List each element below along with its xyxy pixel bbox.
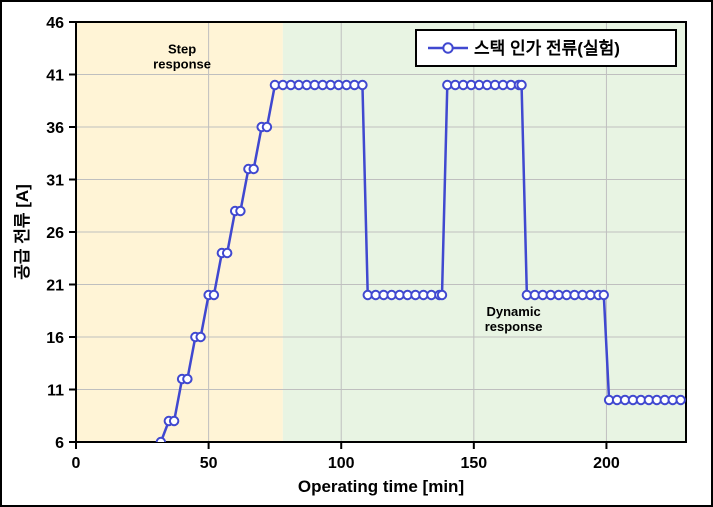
x-tick-label: 100: [328, 455, 355, 472]
y-tick-label: 16: [46, 330, 64, 347]
y-axis-label: 공급 전류 [A]: [13, 184, 32, 280]
y-tick-label: 21: [46, 278, 64, 295]
legend-marker-icon: [443, 43, 452, 52]
legend-text: 스택 인가 전류(실험): [474, 38, 620, 58]
x-tick-label: 150: [460, 455, 487, 472]
x-tick-label: 0: [72, 455, 81, 472]
y-tick-label: 11: [47, 383, 64, 400]
annotation-dynamic: Dynamicresponse: [485, 304, 543, 334]
x-tick-label: 200: [593, 455, 620, 472]
series-marker: [358, 81, 366, 89]
y-tick-label: 26: [46, 225, 64, 242]
x-tick-label: 50: [200, 455, 218, 472]
y-tick-label: 46: [46, 15, 64, 32]
svg-text:response: response: [153, 57, 211, 72]
svg-text:Step: Step: [168, 42, 196, 57]
chart-frame: StepresponseDynamicresponse0501001502006…: [0, 0, 713, 507]
y-tick-label: 36: [46, 120, 64, 137]
series-marker: [223, 249, 231, 257]
chart-container: StepresponseDynamicresponse0501001502006…: [10, 10, 703, 497]
series-marker: [170, 417, 178, 425]
series-marker: [183, 375, 191, 383]
series-marker: [517, 81, 525, 89]
y-tick-label: 31: [46, 173, 64, 190]
series-marker: [157, 438, 165, 446]
svg-text:response: response: [485, 319, 543, 334]
series-marker: [600, 291, 608, 299]
y-tick-label: 6: [55, 435, 64, 452]
legend: 스택 인가 전류(실험): [416, 30, 676, 66]
y-tick-label: 41: [46, 68, 64, 85]
series-marker: [438, 291, 446, 299]
series-marker: [249, 165, 257, 173]
series-marker: [236, 207, 244, 215]
series-marker: [263, 123, 271, 131]
chart-svg: StepresponseDynamicresponse0501001502006…: [10, 10, 707, 501]
series-marker: [196, 333, 204, 341]
x-axis-label: Operating time [min]: [298, 477, 464, 496]
series-marker: [676, 396, 684, 404]
svg-text:Dynamic: Dynamic: [487, 304, 541, 319]
series-marker: [210, 291, 218, 299]
